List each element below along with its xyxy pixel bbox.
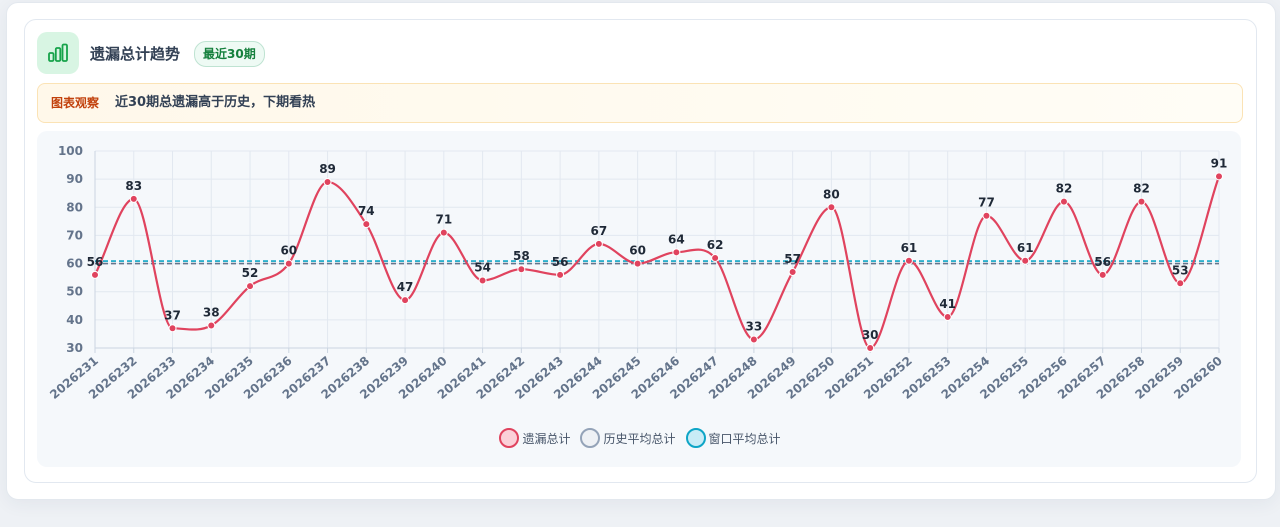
data-label: 47 [397,280,414,294]
observation-label: 图表观察 [51,96,100,110]
legend-swatch-history-avg [580,428,601,448]
data-point [943,313,952,322]
legend-item-window-avg[interactable]: 窗口平均总计 [685,428,781,448]
y-tick-label: 60 [66,257,83,271]
data-label: 64 [668,232,685,246]
data-point [982,211,991,220]
bar-chart-icon [37,32,79,74]
data-label: 41 [939,297,956,311]
data-label: 77 [978,196,995,210]
data-label: 74 [358,204,375,218]
data-label: 71 [435,213,452,227]
legend-label-window-avg: 窗口平均总计 [708,431,781,446]
data-label: 91 [1211,156,1228,170]
data-label: 89 [319,162,336,176]
card-title: 遗漏总计趋势 [90,45,181,63]
series-line [94,175,1221,350]
data-label: 67 [591,224,608,238]
data-label: 52 [242,266,259,280]
data-label: 37 [164,308,181,322]
data-point [129,194,138,203]
data-point [91,270,99,279]
data-label: 61 [901,241,918,255]
data-label: 30 [862,328,879,342]
data-point [207,321,216,330]
data-point [788,268,797,277]
data-label: 80 [823,187,840,201]
data-point [749,335,758,344]
legend-item-series[interactable]: 遗漏总计 [499,428,570,448]
data-label: 33 [746,320,763,334]
data-point [478,276,487,285]
data-label: 56 [87,255,104,269]
observation-banner: 图表观察 近30期总遗漏高于历史，下期看热 [37,83,1243,123]
data-point [1059,197,1068,206]
data-label: 58 [513,249,530,263]
legend-swatch-window-avg [685,428,706,448]
data-point [1176,279,1185,288]
data-point [439,228,448,237]
data-label: 82 [1056,182,1073,196]
data-point [362,220,371,229]
data-label: 53 [1172,263,1189,277]
data-point [246,282,255,291]
data-label: 38 [203,305,220,319]
data-label: 83 [125,179,142,193]
data-point [323,177,332,186]
y-tick-label: 40 [66,313,83,327]
data-point [711,253,720,262]
data-point [594,239,603,248]
y-tick-label: 30 [66,341,83,355]
data-point [866,344,875,352]
legend-label-series: 遗漏总计 [522,431,571,446]
chart-legend: 遗漏总计 历史平均总计 窗口平均总计 [0,428,1280,448]
y-tick-label: 80 [66,200,83,214]
data-point [1137,197,1146,206]
data-point [168,324,177,333]
data-point [633,259,642,268]
legend-swatch-series [499,428,520,448]
data-point [1021,256,1030,265]
data-label: 56 [1094,255,1111,269]
data-label: 82 [1133,182,1150,196]
y-tick-label: 50 [66,285,83,299]
period-badge: 最近30期 [194,41,265,67]
legend-label-history-avg: 历史平均总计 [603,431,676,446]
y-tick-label: 70 [66,228,83,242]
data-point [904,256,913,265]
data-point [672,248,681,257]
data-label: 60 [629,244,646,258]
y-tick-label: 90 [66,172,83,186]
data-label: 57 [784,252,801,266]
data-point [284,259,293,268]
data-point [401,296,410,305]
y-tick-label: 100 [58,144,83,158]
data-label: 54 [474,260,491,274]
data-point [1098,270,1107,279]
data-label: 60 [280,244,297,258]
data-label: 56 [552,255,569,269]
data-point [556,270,565,279]
data-point [1215,172,1223,181]
data-label: 61 [1017,241,1034,255]
data-point [827,203,836,212]
data-point [517,265,526,274]
legend-item-history-avg[interactable]: 历史平均总计 [580,428,676,448]
data-label: 62 [707,238,724,252]
observation-text: 近30期总遗漏高于历史，下期看热 [115,95,316,110]
